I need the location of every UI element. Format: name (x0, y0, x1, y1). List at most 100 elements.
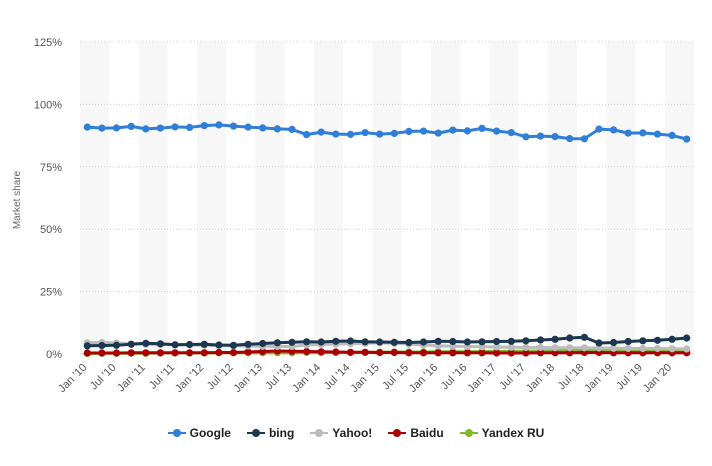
data-point-bing[interactable] (98, 341, 106, 350)
data-point-bing[interactable] (639, 337, 647, 345)
data-point-bing[interactable] (273, 339, 281, 347)
data-point-bing[interactable] (683, 334, 691, 342)
data-point-baidu[interactable] (419, 349, 428, 357)
data-point-bing[interactable] (449, 337, 457, 346)
legend-item-google[interactable]: Google (167, 426, 231, 440)
data-point-baidu[interactable] (463, 349, 471, 357)
data-point-google[interactable] (463, 127, 471, 135)
data-point-yahoo[interactable] (551, 344, 559, 352)
data-point-google[interactable] (346, 130, 355, 138)
data-point-google[interactable] (156, 124, 164, 132)
data-point-google[interactable] (332, 130, 340, 138)
data-point-yahoo[interactable] (624, 344, 632, 353)
data-point-google[interactable] (200, 122, 208, 130)
data-point-baidu[interactable] (200, 349, 208, 357)
data-point-baidu[interactable] (434, 349, 442, 357)
data-point-bing[interactable] (624, 337, 632, 346)
data-point-baidu[interactable] (317, 348, 325, 356)
data-point-baidu[interactable] (112, 349, 121, 357)
data-point-bing[interactable] (244, 340, 252, 348)
data-point-bing[interactable] (200, 340, 208, 348)
data-point-yahoo[interactable] (566, 344, 574, 352)
data-point-google[interactable] (610, 126, 618, 134)
data-point-yahoo[interactable] (507, 343, 515, 351)
data-point-baidu[interactable] (186, 349, 194, 357)
data-point-bing[interactable] (668, 335, 676, 343)
data-point-google[interactable] (419, 127, 428, 135)
data-point-bing[interactable] (215, 341, 223, 349)
data-point-baidu[interactable] (361, 348, 369, 356)
data-point-baidu[interactable] (332, 348, 340, 356)
data-point-bing[interactable] (317, 338, 325, 346)
data-point-google[interactable] (624, 129, 632, 137)
data-point-bing[interactable] (580, 333, 589, 341)
data-point-google[interactable] (653, 130, 662, 138)
data-point-bing[interactable] (653, 336, 662, 344)
data-point-bing[interactable] (259, 339, 267, 348)
data-point-bing[interactable] (127, 340, 135, 348)
data-point-yahoo[interactable] (595, 344, 603, 352)
data-point-baidu[interactable] (493, 349, 501, 357)
data-point-yahoo[interactable] (493, 343, 501, 351)
data-point-google[interactable] (171, 123, 179, 131)
data-point-baidu[interactable] (376, 348, 384, 357)
data-point-bing[interactable] (112, 341, 121, 349)
data-point-google[interactable] (507, 129, 515, 137)
data-point-yahoo[interactable] (478, 343, 486, 351)
data-point-bing[interactable] (536, 336, 545, 344)
data-point-bing[interactable] (376, 338, 384, 346)
data-point-bing[interactable] (434, 337, 442, 345)
data-point-baidu[interactable] (156, 349, 164, 357)
data-point-google[interactable] (244, 123, 252, 131)
data-point-bing[interactable] (419, 338, 428, 346)
data-point-baidu[interactable] (303, 347, 311, 356)
data-point-bing[interactable] (566, 334, 574, 342)
data-point-google[interactable] (580, 135, 589, 143)
data-point-baidu[interactable] (346, 348, 355, 356)
data-point-bing[interactable] (156, 340, 164, 348)
data-point-google[interactable] (683, 135, 691, 143)
data-point-google[interactable] (142, 125, 150, 133)
data-point-bing[interactable] (171, 341, 179, 349)
data-point-baidu[interactable] (98, 349, 106, 357)
data-point-google[interactable] (434, 129, 442, 137)
data-point-google[interactable] (668, 131, 676, 139)
data-point-bing[interactable] (463, 338, 471, 346)
data-point-google[interactable] (551, 133, 559, 141)
data-point-baidu[interactable] (390, 348, 398, 357)
data-point-google[interactable] (639, 129, 647, 137)
legend-item-yandex-ru[interactable]: Yandex RU (459, 426, 544, 440)
data-point-yahoo[interactable] (536, 343, 545, 352)
data-point-yahoo[interactable] (522, 343, 530, 352)
data-point-yahoo[interactable] (668, 345, 676, 353)
data-point-baidu[interactable] (449, 349, 457, 357)
data-point-google[interactable] (112, 124, 121, 132)
data-point-bing[interactable] (507, 337, 515, 345)
data-point-google[interactable] (405, 127, 413, 135)
data-point-google[interactable] (259, 124, 267, 132)
data-point-google[interactable] (522, 133, 530, 141)
data-point-google[interactable] (186, 123, 194, 131)
data-point-google[interactable] (317, 128, 325, 136)
data-point-bing[interactable] (346, 337, 355, 345)
data-point-baidu[interactable] (566, 349, 574, 357)
data-point-yahoo[interactable] (639, 344, 647, 353)
series-google[interactable] (83, 121, 691, 143)
data-point-google[interactable] (478, 124, 486, 132)
data-point-baidu[interactable] (244, 348, 252, 356)
data-point-google[interactable] (288, 125, 296, 133)
data-point-google[interactable] (127, 122, 135, 130)
data-point-bing[interactable] (610, 338, 618, 347)
data-point-google[interactable] (595, 125, 603, 133)
data-point-bing[interactable] (229, 341, 238, 349)
data-point-baidu[interactable] (536, 349, 545, 357)
series-bing[interactable] (83, 333, 691, 350)
data-point-bing[interactable] (551, 335, 559, 343)
data-point-baidu[interactable] (405, 349, 413, 357)
data-point-google[interactable] (303, 131, 311, 139)
data-point-baidu[interactable] (215, 348, 223, 357)
data-point-google[interactable] (83, 123, 91, 131)
data-point-baidu[interactable] (259, 347, 267, 356)
legend-item-yahoo[interactable]: Yahoo! (310, 426, 372, 440)
data-point-bing[interactable] (390, 338, 398, 346)
